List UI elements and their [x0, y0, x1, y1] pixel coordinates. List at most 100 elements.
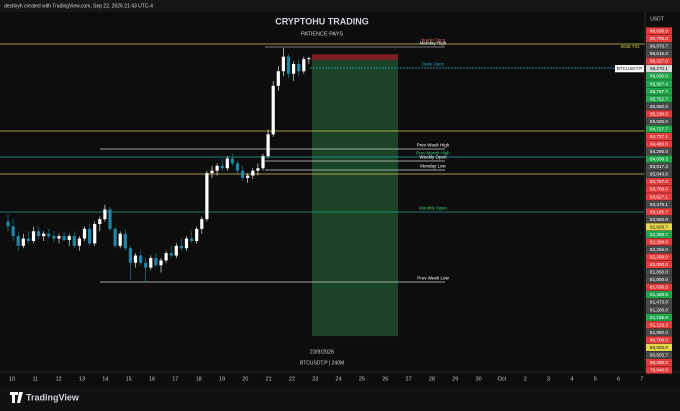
candle-body [195, 228, 199, 241]
x-tick-label: 24 [336, 376, 342, 382]
candle-body [133, 255, 138, 263]
price-label-bg [646, 343, 672, 351]
x-tick-label: 20 [242, 376, 248, 382]
candle-body [37, 231, 41, 237]
candle-body [261, 156, 265, 169]
price-label: 86,270.1 [650, 66, 668, 71]
price-label-bg [646, 57, 672, 65]
price-label-bg [646, 306, 672, 314]
price-label: 86,795.0 [650, 36, 668, 41]
price-label: 81,473.0 [650, 300, 668, 305]
candle-body [67, 236, 71, 241]
level-label: Prev Month High [416, 151, 450, 156]
price-label-bg [646, 178, 672, 186]
price-label-bg [646, 163, 672, 171]
price-label: 84,727.1 [650, 134, 668, 139]
x-tick-label: 22 [289, 376, 295, 382]
candle-body [72, 236, 76, 246]
candle-body [52, 236, 56, 239]
candle-body [256, 168, 260, 171]
x-tick-label: 21 [266, 376, 272, 382]
candle-body [16, 236, 20, 246]
price-label: 85,005.0 [650, 119, 668, 124]
candle-body [200, 219, 204, 229]
price-label: 81,200.0 [650, 307, 668, 312]
candle-body [276, 71, 280, 86]
x-tick-label: 13 [79, 376, 85, 382]
x-tick-label: 16 [149, 376, 155, 382]
candle-body [98, 219, 102, 225]
candle-body [220, 165, 224, 169]
price-label-bg [646, 65, 672, 73]
bottom-bar [0, 386, 680, 411]
candle-body [11, 226, 15, 237]
candle-body [113, 228, 117, 246]
price-label-bg [646, 313, 672, 321]
price-label-bg [646, 230, 672, 238]
price-label: 83,917.3 [650, 164, 668, 169]
price-label-bg [646, 34, 672, 43]
price-label-bg [646, 358, 672, 367]
price-label-bg [646, 200, 672, 208]
candle-body [184, 238, 189, 249]
candle-body [123, 233, 127, 249]
candle-body [271, 85, 275, 135]
candle-body [205, 173, 209, 220]
price-label: 81,630.0 [650, 285, 668, 290]
candle-body [241, 170, 245, 178]
brand-logo [10, 392, 23, 403]
candle-body [149, 257, 153, 268]
level-label: Prev Week Low [417, 276, 449, 281]
price-label: 81,080.0 [650, 330, 668, 335]
axis-unit: USDT [650, 16, 664, 22]
x-tick-label: 18 [196, 376, 202, 382]
x-tick-label: 15 [126, 376, 132, 382]
level-label: Prev Week High [417, 143, 450, 148]
x-tick-label: 12 [56, 376, 62, 382]
price-label: 79,840.0 [650, 368, 668, 373]
x-tick-label: 11 [32, 376, 38, 382]
candle-body [82, 228, 87, 239]
level-label: Yearly Open [421, 38, 446, 43]
price-label: 84,039.3 [650, 157, 668, 162]
price-label-bg [646, 147, 672, 156]
candle-body [47, 233, 51, 237]
x-tick-label: Oct [498, 376, 507, 382]
price-label: 81,850.0 [650, 270, 668, 275]
chart-subtitle: PATIENCE PAYS [301, 31, 343, 37]
price-label: 82,000.0 [650, 262, 668, 267]
candle-body [210, 170, 214, 174]
price-label: 82,280.0 [650, 239, 668, 244]
price-label-bg [646, 102, 672, 110]
candle-body [57, 236, 61, 239]
candle-body [154, 257, 158, 266]
price-label: 83,627.1 [650, 194, 668, 199]
price-label-bg [646, 283, 672, 291]
x-tick-label: 28 [429, 376, 435, 382]
candle-body [26, 238, 30, 241]
level-label: Weekly Open [420, 155, 447, 160]
candle-body [307, 58, 311, 60]
price-label-bg [646, 328, 672, 336]
price-label: 81,185.9 [650, 315, 668, 320]
price-label: 81,800.0 [650, 277, 668, 282]
price-label: 84,286.0 [650, 149, 668, 154]
footer-date: 23/9/2026 [310, 349, 334, 355]
symbol-tag-bg [615, 65, 644, 73]
candle-body [6, 221, 10, 227]
x-tick-label: 29 [452, 376, 458, 382]
x-tick-label: 14 [102, 376, 108, 382]
price-label: 85,907.4 [650, 81, 668, 86]
price-label: 81,123.3 [650, 322, 668, 327]
price-label-bg [646, 80, 672, 88]
candle-body [286, 56, 291, 74]
candle-body [62, 236, 66, 241]
x-tick-label: 19 [219, 376, 225, 382]
price-label-bg [646, 155, 672, 163]
price-label: 86,670.7 [650, 44, 668, 49]
caption: destinyh created with TradingView.com, S… [4, 3, 153, 9]
price-label-bg [646, 95, 672, 103]
candle-body [42, 233, 46, 237]
price-label: 86,030.0 [650, 74, 668, 79]
year-tag: 2026 Y/O [621, 44, 640, 49]
